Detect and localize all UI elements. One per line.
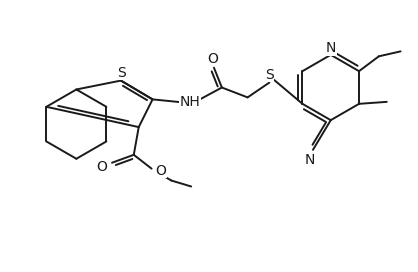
Text: N: N bbox=[326, 41, 336, 55]
Text: N: N bbox=[305, 153, 315, 167]
Text: S: S bbox=[265, 68, 274, 82]
Text: S: S bbox=[117, 66, 126, 80]
Text: O: O bbox=[207, 52, 218, 66]
Text: NH: NH bbox=[180, 95, 201, 109]
Text: O: O bbox=[97, 160, 107, 174]
Text: O: O bbox=[155, 164, 166, 178]
